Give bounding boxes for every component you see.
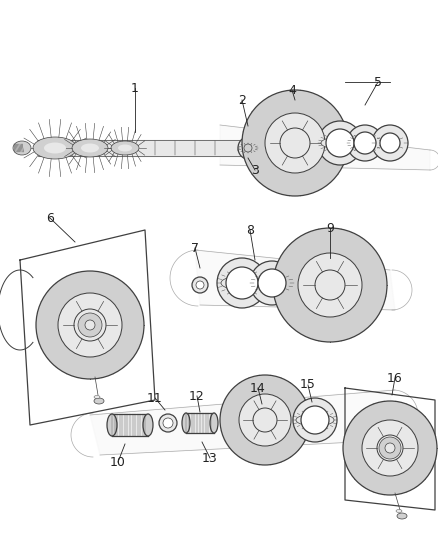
Ellipse shape: [293, 398, 337, 442]
Text: 8: 8: [246, 223, 254, 237]
Ellipse shape: [244, 144, 252, 152]
Ellipse shape: [380, 133, 400, 153]
Text: 4: 4: [288, 84, 296, 96]
Text: 16: 16: [387, 372, 403, 384]
Ellipse shape: [196, 281, 204, 289]
Ellipse shape: [94, 395, 100, 399]
Ellipse shape: [372, 125, 408, 161]
Ellipse shape: [72, 139, 108, 157]
Ellipse shape: [397, 513, 407, 519]
Ellipse shape: [220, 375, 310, 465]
Ellipse shape: [85, 320, 95, 330]
Ellipse shape: [74, 309, 106, 341]
Ellipse shape: [250, 261, 294, 305]
Ellipse shape: [192, 277, 208, 293]
Ellipse shape: [296, 414, 334, 426]
Ellipse shape: [258, 269, 286, 297]
Ellipse shape: [362, 420, 418, 476]
Ellipse shape: [217, 258, 267, 308]
Text: 6: 6: [46, 212, 54, 224]
Ellipse shape: [265, 113, 325, 173]
Ellipse shape: [318, 121, 362, 165]
Ellipse shape: [94, 398, 104, 404]
Ellipse shape: [182, 413, 190, 433]
Text: 13: 13: [202, 451, 218, 464]
Text: 10: 10: [110, 456, 126, 469]
Polygon shape: [155, 142, 167, 154]
Ellipse shape: [301, 406, 329, 434]
Ellipse shape: [354, 132, 376, 154]
Polygon shape: [220, 125, 430, 170]
Polygon shape: [195, 250, 395, 310]
Ellipse shape: [33, 137, 77, 159]
Ellipse shape: [143, 414, 153, 436]
Ellipse shape: [226, 267, 258, 299]
Ellipse shape: [78, 313, 102, 337]
Polygon shape: [195, 142, 203, 154]
Ellipse shape: [377, 435, 403, 461]
Ellipse shape: [396, 510, 402, 513]
Ellipse shape: [159, 414, 177, 432]
Ellipse shape: [163, 418, 173, 428]
Ellipse shape: [347, 125, 383, 161]
Ellipse shape: [81, 143, 99, 152]
Ellipse shape: [238, 146, 252, 154]
Ellipse shape: [253, 408, 277, 432]
Polygon shape: [186, 413, 214, 433]
Polygon shape: [175, 142, 185, 154]
Ellipse shape: [298, 253, 362, 317]
Ellipse shape: [385, 443, 395, 453]
Text: 1: 1: [131, 82, 139, 94]
Ellipse shape: [242, 90, 348, 196]
Ellipse shape: [107, 414, 117, 436]
Text: 2: 2: [238, 93, 246, 107]
Text: 15: 15: [300, 378, 316, 392]
Ellipse shape: [326, 129, 354, 157]
Text: 5: 5: [374, 76, 382, 88]
Polygon shape: [112, 414, 148, 436]
Ellipse shape: [321, 137, 359, 149]
Ellipse shape: [118, 144, 132, 151]
Text: 12: 12: [189, 390, 205, 402]
Polygon shape: [38, 140, 250, 156]
Ellipse shape: [210, 413, 218, 433]
Ellipse shape: [13, 141, 31, 155]
Text: 9: 9: [326, 222, 334, 235]
Text: 14: 14: [250, 382, 266, 394]
Text: 11: 11: [147, 392, 163, 405]
Ellipse shape: [221, 276, 263, 290]
Polygon shape: [215, 142, 221, 154]
Ellipse shape: [36, 271, 144, 379]
Text: 7: 7: [191, 241, 199, 254]
Ellipse shape: [280, 128, 310, 158]
Polygon shape: [90, 390, 395, 455]
Ellipse shape: [343, 401, 437, 495]
Text: 3: 3: [251, 164, 259, 176]
Ellipse shape: [58, 293, 122, 357]
Ellipse shape: [44, 142, 66, 154]
Ellipse shape: [111, 141, 139, 155]
Ellipse shape: [379, 437, 401, 459]
Ellipse shape: [239, 394, 291, 446]
Ellipse shape: [238, 137, 258, 159]
Ellipse shape: [273, 228, 387, 342]
Ellipse shape: [315, 270, 345, 300]
